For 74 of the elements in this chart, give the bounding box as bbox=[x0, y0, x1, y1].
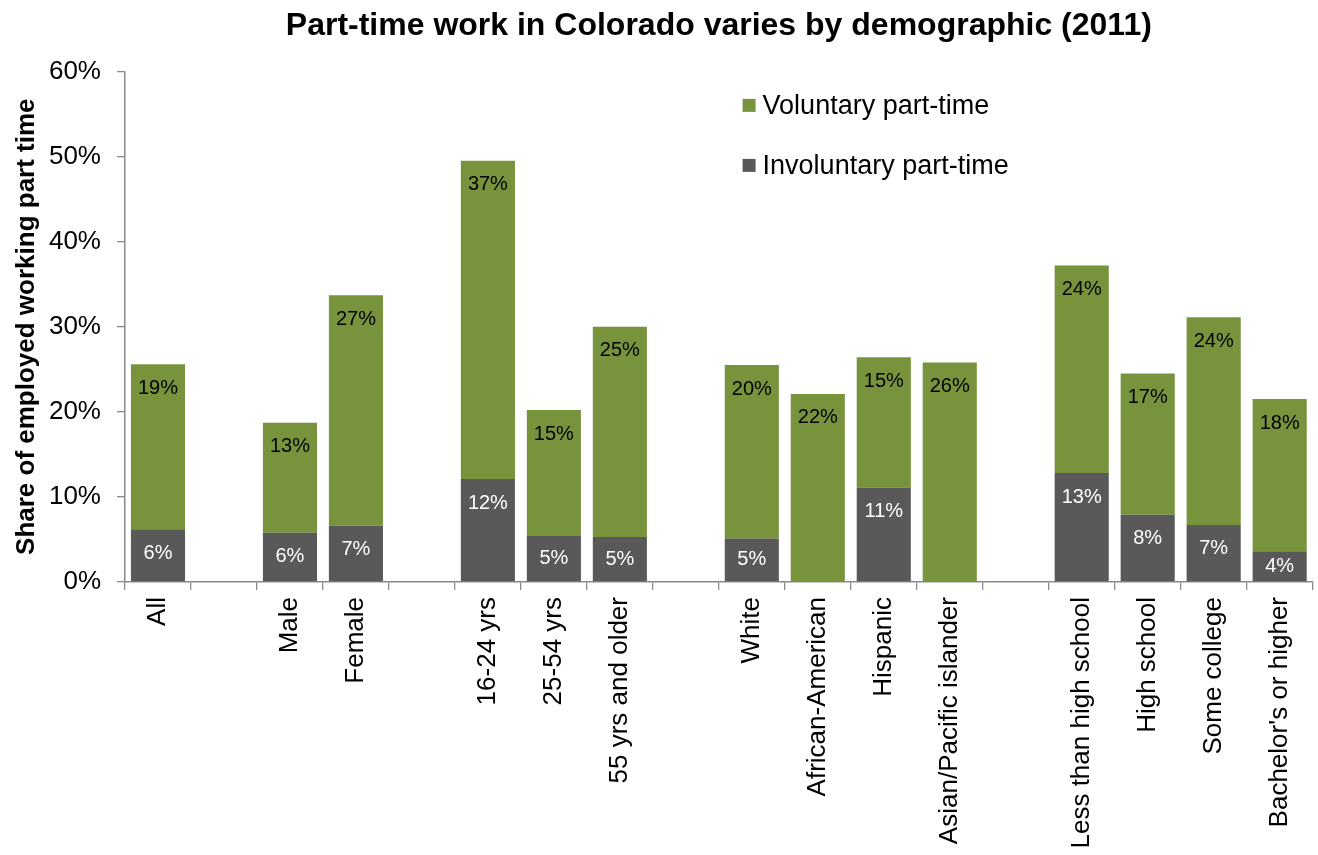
data-label: 12% bbox=[467, 490, 509, 513]
bar bbox=[262, 422, 317, 533]
bar bbox=[328, 525, 383, 582]
bar bbox=[526, 536, 581, 582]
data-label: 17% bbox=[1127, 385, 1168, 408]
bar bbox=[856, 487, 911, 582]
data-label: 6% bbox=[275, 544, 305, 567]
bar bbox=[1054, 473, 1109, 582]
data-label: 26% bbox=[929, 373, 970, 396]
data-label: 6% bbox=[143, 540, 173, 563]
y-tick-label: 60% bbox=[48, 54, 101, 85]
data-label: 8% bbox=[1133, 526, 1163, 549]
data-label: 5% bbox=[539, 546, 569, 569]
bar bbox=[790, 393, 845, 582]
x-tick-label: Some college bbox=[1196, 597, 1227, 755]
data-label: 25% bbox=[599, 338, 641, 361]
y-tick-label: 40% bbox=[48, 224, 101, 255]
bar bbox=[262, 532, 317, 582]
data-label: 20% bbox=[731, 376, 773, 399]
bar bbox=[1252, 399, 1307, 552]
bar bbox=[724, 365, 779, 539]
data-label: 24% bbox=[1193, 328, 1234, 351]
chart-title: Part-time work in Colorado varies by demographic (2011) bbox=[285, 6, 1152, 43]
data-label: 24% bbox=[1061, 276, 1102, 299]
bar bbox=[1120, 514, 1175, 582]
x-tick-label: Bachelor's or higher bbox=[1262, 596, 1293, 828]
data-label: 18% bbox=[1259, 410, 1300, 433]
data-label: 5% bbox=[605, 546, 635, 569]
x-tick-label: Asian/Pacific islander bbox=[932, 596, 963, 845]
y-tick-label: 50% bbox=[48, 139, 101, 170]
data-label: 7% bbox=[1199, 536, 1229, 559]
data-label: 7% bbox=[341, 537, 371, 560]
x-tick-label: 16-24 yrs bbox=[471, 597, 502, 706]
x-tick-label: Female bbox=[339, 597, 370, 684]
data-label: 13% bbox=[269, 434, 311, 457]
bar bbox=[1186, 524, 1241, 582]
x-tick-label: 25-54 yrs bbox=[537, 597, 568, 706]
x-tick-label: 55 yrs and older bbox=[603, 596, 634, 784]
bar bbox=[460, 479, 515, 582]
legend-label: Involuntary part-time bbox=[762, 149, 1009, 180]
bar bbox=[526, 410, 581, 537]
bar bbox=[922, 362, 977, 582]
y-tick-label: 10% bbox=[48, 480, 101, 511]
bar bbox=[592, 326, 647, 537]
legend-label: Voluntary part-time bbox=[762, 89, 990, 120]
data-label: 11% bbox=[864, 499, 904, 522]
data-label: 15% bbox=[533, 421, 575, 444]
bar bbox=[130, 529, 186, 582]
x-tick-label: Hispanic bbox=[866, 597, 897, 697]
x-tick-label: White bbox=[734, 597, 765, 664]
bar bbox=[1054, 265, 1109, 474]
data-label: 13% bbox=[1061, 484, 1102, 507]
y-axis-title: Share of employed working part time bbox=[9, 98, 40, 555]
data-label: 22% bbox=[797, 405, 839, 428]
bar bbox=[460, 160, 515, 480]
data-label: 37% bbox=[467, 172, 509, 195]
y-tick-label: 0% bbox=[63, 565, 101, 596]
bar bbox=[1186, 317, 1241, 525]
x-tick-label: All bbox=[141, 597, 172, 626]
x-tick-label: High school bbox=[1130, 597, 1161, 733]
bar bbox=[1120, 373, 1175, 515]
bar bbox=[856, 357, 911, 488]
y-tick-label: 30% bbox=[48, 309, 101, 340]
data-label: 5% bbox=[737, 547, 767, 570]
bar bbox=[328, 295, 383, 526]
data-label: 27% bbox=[335, 306, 377, 329]
x-tick-label: Less than high school bbox=[1064, 597, 1095, 849]
y-tick-label: 20% bbox=[48, 394, 101, 425]
x-tick-label: Male bbox=[273, 597, 304, 654]
data-label: 15% bbox=[863, 368, 905, 391]
x-tick-label: African-American bbox=[800, 597, 831, 797]
data-label: 4% bbox=[1265, 553, 1295, 576]
bar bbox=[130, 364, 186, 530]
data-label: 19% bbox=[137, 375, 179, 398]
